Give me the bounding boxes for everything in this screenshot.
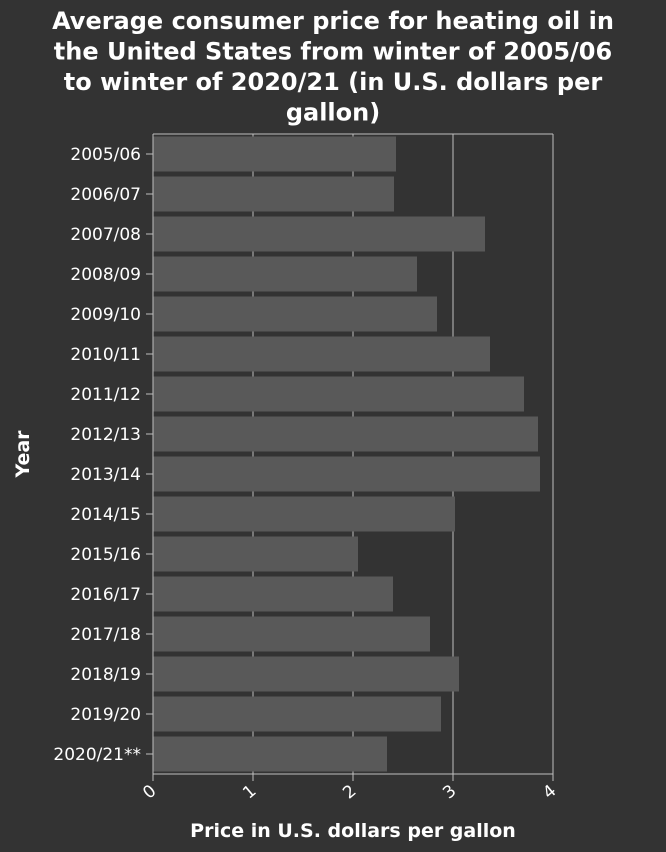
bar <box>153 696 441 732</box>
y-tick-label: 2010/11 <box>70 345 141 365</box>
bar <box>153 456 540 492</box>
bar <box>153 176 394 212</box>
y-tick-label: 2016/17 <box>70 585 141 605</box>
y-tick-label: 2011/12 <box>70 385 141 405</box>
x-tick-label: 0 <box>139 781 160 803</box>
y-tick-label: 2008/09 <box>70 265 141 285</box>
x-tick-label: 4 <box>539 781 560 803</box>
chart-title-line: Average consumer price for heating oil i… <box>52 7 614 35</box>
y-tick-label: 2005/06 <box>70 145 141 165</box>
x-tick-label: 2 <box>339 781 360 803</box>
bar <box>153 256 417 292</box>
y-tick-label: 2020/21** <box>53 745 141 765</box>
y-tick-label: 2019/20 <box>70 705 141 725</box>
y-tick-label: 2014/15 <box>70 505 141 525</box>
y-tick-label: 2013/14 <box>70 465 141 485</box>
x-tick-label: 1 <box>239 781 260 803</box>
bar <box>153 376 524 412</box>
chart-title-line: gallon) <box>286 99 380 127</box>
bar <box>153 656 459 692</box>
bar <box>153 576 393 612</box>
y-tick-label: 2012/13 <box>70 425 141 445</box>
y-tick-label: 2007/08 <box>70 225 141 245</box>
y-tick-label: 2015/16 <box>70 545 141 565</box>
bar <box>153 296 437 332</box>
x-tick-labels: 0 1 2 3 4 <box>139 774 560 803</box>
bar <box>153 736 387 772</box>
y-tick-label: 2017/18 <box>70 625 141 645</box>
y-tick-label: 2006/07 <box>70 185 141 205</box>
chart-title: Average consumer price for heating oil i… <box>52 7 614 127</box>
x-axis-title: Price in U.S. dollars per gallon <box>190 820 516 842</box>
y-tick-labels: 2005/06 2006/07 2007/08 2008/09 2009/10 2010/… <box>53 145 153 765</box>
chart-title-line: the United States from winter of 2005/06 <box>54 38 612 66</box>
y-tick-label: 2009/10 <box>70 305 141 325</box>
chart-title-line: to winter of 2020/21 (in U.S. dollars pe… <box>64 68 603 96</box>
bar <box>153 136 396 172</box>
y-tick-label: 2018/19 <box>70 665 141 685</box>
bar <box>153 616 430 652</box>
bar <box>153 416 538 452</box>
bar <box>153 336 490 372</box>
bar <box>153 536 358 572</box>
x-tick-label: 3 <box>439 781 460 803</box>
bar <box>153 216 485 252</box>
bar <box>153 496 455 532</box>
bars <box>153 136 540 772</box>
y-axis-title: Year <box>12 430 34 479</box>
